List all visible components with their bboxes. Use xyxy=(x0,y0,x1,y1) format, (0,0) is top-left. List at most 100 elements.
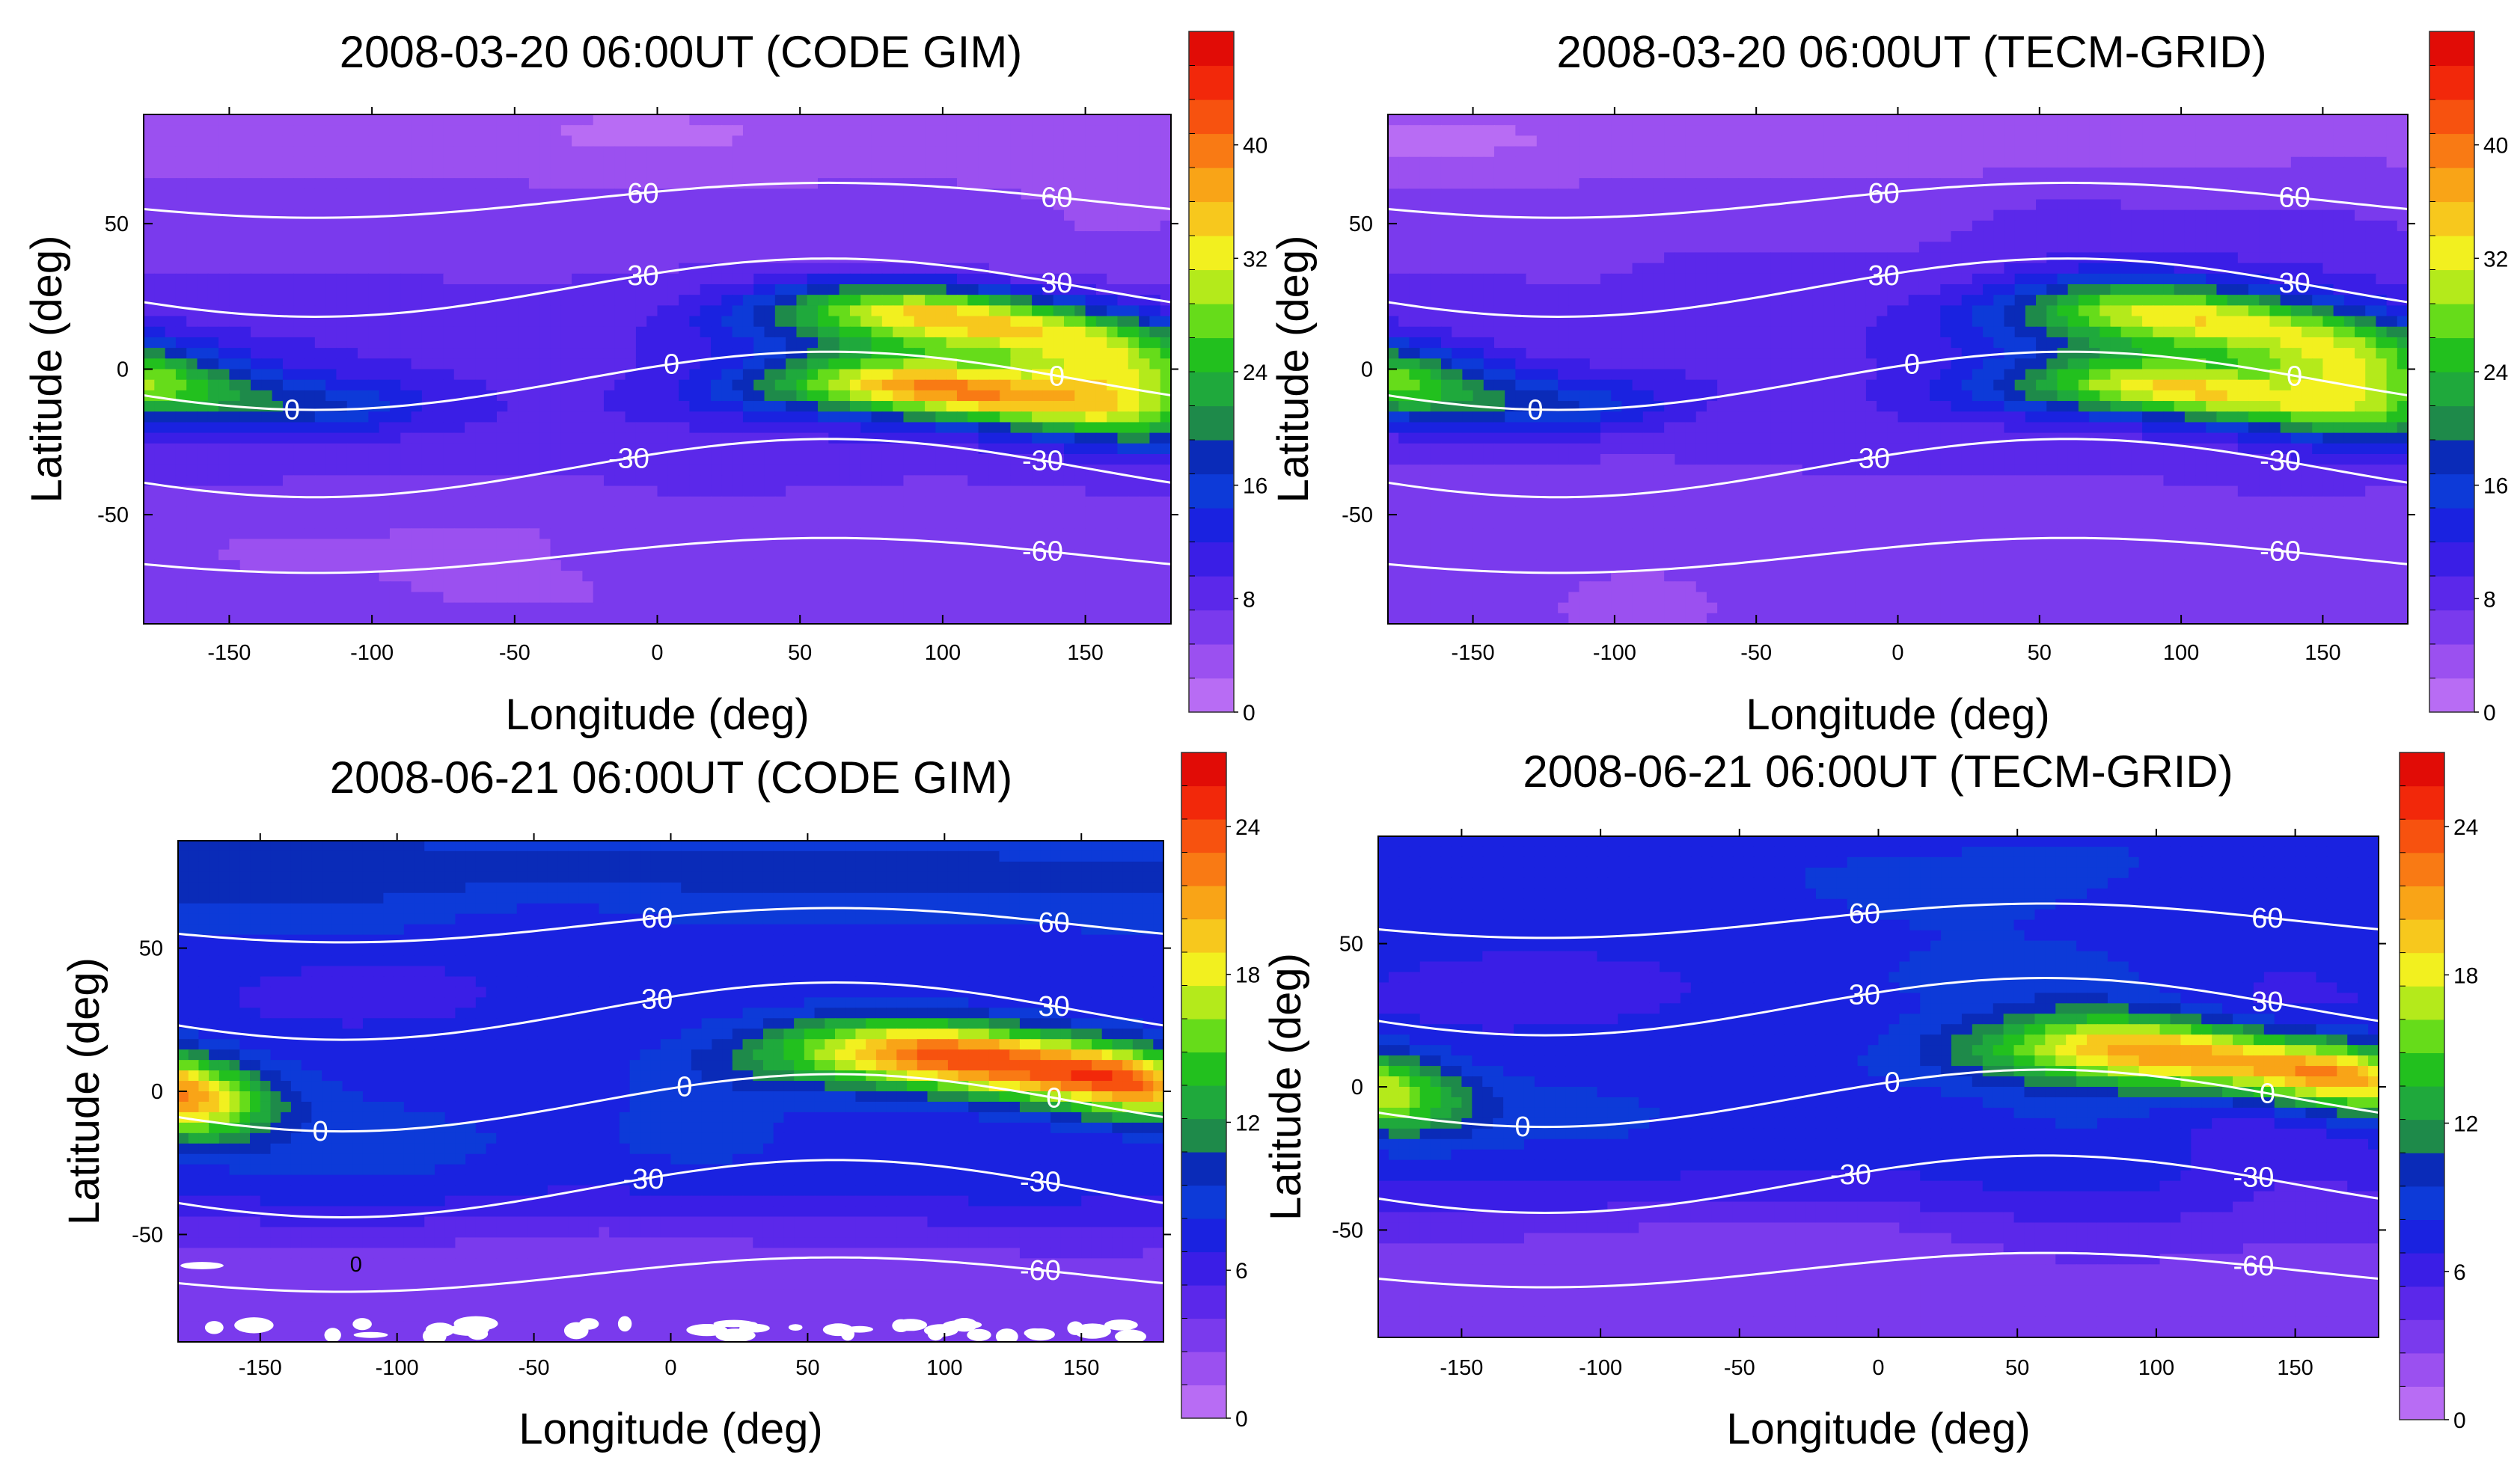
tec-cell xyxy=(486,496,498,508)
tec-cell xyxy=(925,379,937,391)
tec-cell xyxy=(828,549,840,561)
tec-cell xyxy=(925,114,937,126)
tec-cell xyxy=(925,443,937,455)
tec-cell xyxy=(935,220,947,232)
tec-cell xyxy=(239,506,251,518)
tec-cell xyxy=(914,252,926,264)
tec-cell xyxy=(742,485,755,497)
tec-cell xyxy=(807,528,819,540)
tec-cell xyxy=(807,135,819,147)
tec-cell xyxy=(849,528,862,540)
tec-cell xyxy=(314,528,326,540)
tec-cell xyxy=(261,602,273,614)
tec-cell xyxy=(700,571,712,583)
tec-cell xyxy=(1128,559,1140,571)
tec-cell xyxy=(818,220,830,232)
tec-cell xyxy=(625,379,637,391)
y-axis-ticks: 500-50 xyxy=(97,212,1178,527)
tec-cell xyxy=(1160,263,1171,275)
tec-cell xyxy=(742,209,755,221)
tec-cell xyxy=(689,295,701,307)
tec-cell xyxy=(700,220,712,232)
tec-cell xyxy=(411,199,423,211)
tec-cell xyxy=(358,209,370,221)
tec-cell xyxy=(496,496,509,508)
tec-cell xyxy=(1160,178,1171,190)
tec-cell xyxy=(186,178,198,190)
tec-cell xyxy=(1032,156,1044,168)
tec-cell xyxy=(411,379,423,391)
tec-cell xyxy=(828,581,840,593)
tec-cell xyxy=(946,602,958,614)
tec-cell xyxy=(1547,125,1559,137)
tec-cell xyxy=(1128,273,1140,285)
tec-cell xyxy=(2227,114,2239,126)
tec-cell xyxy=(742,592,755,604)
tec-cell xyxy=(218,167,230,179)
tec-cell xyxy=(1085,485,1097,497)
tec-cell xyxy=(144,518,156,530)
tec-cell xyxy=(507,231,519,243)
tec-cell xyxy=(1042,559,1054,571)
tec-cell xyxy=(421,358,433,370)
tec-cell xyxy=(635,379,647,391)
tec-cell xyxy=(786,316,798,328)
tec-cell xyxy=(614,422,626,434)
tec-cell xyxy=(411,496,423,508)
tec-cell xyxy=(389,581,402,593)
tec-cell xyxy=(1139,252,1151,264)
tec-cell xyxy=(518,443,530,455)
tec-cell xyxy=(314,263,326,275)
tec-cell xyxy=(368,602,380,614)
tec-cell xyxy=(496,178,509,190)
tec-cell xyxy=(432,613,444,624)
tec-cell xyxy=(2067,135,2079,147)
tec-cell xyxy=(282,506,295,518)
tec-cell xyxy=(807,326,819,338)
tec-cell xyxy=(732,337,744,349)
tec-cell xyxy=(849,273,862,285)
tec-cell xyxy=(1042,602,1054,614)
tec-cell xyxy=(721,549,733,561)
tec-cell xyxy=(1000,146,1012,158)
tec-cell xyxy=(1728,125,1740,137)
tec-cell xyxy=(2397,125,2408,137)
tec-cell xyxy=(1074,613,1086,624)
tec-cell xyxy=(154,242,166,254)
tec-cell xyxy=(1160,411,1171,423)
tec-cell xyxy=(1802,125,1814,137)
tec-cell xyxy=(1032,496,1044,508)
tec-cell xyxy=(818,369,830,381)
tec-cell xyxy=(679,188,691,200)
tec-cell xyxy=(893,390,905,402)
tec-cell xyxy=(2184,125,2196,137)
tec-cell xyxy=(400,369,412,381)
tec-cell xyxy=(1032,358,1044,370)
tec-cell xyxy=(1117,559,1129,571)
tec-cell xyxy=(379,571,391,583)
tec-cell xyxy=(764,496,776,508)
tec-cell xyxy=(818,125,830,137)
tec-cell xyxy=(282,316,295,328)
tec-cell xyxy=(946,539,958,551)
tec-cell xyxy=(1095,475,1107,487)
tec-cell xyxy=(753,188,765,200)
tec-cell xyxy=(207,390,219,402)
tec-cell xyxy=(1000,295,1012,307)
tec-cell xyxy=(711,348,723,360)
tec-cell xyxy=(839,422,851,434)
tec-cell xyxy=(496,220,509,232)
tec-cell xyxy=(796,613,808,624)
tec-cell xyxy=(1000,156,1012,168)
tec-cell xyxy=(893,602,905,614)
tec-cell xyxy=(325,188,337,200)
tec-cell xyxy=(700,602,712,614)
tec-cell xyxy=(603,135,616,147)
tec-cell xyxy=(1000,114,1012,126)
tec-cell xyxy=(186,539,198,551)
tec-cell xyxy=(689,146,701,158)
tec-cell xyxy=(379,326,391,338)
tec-cell xyxy=(1042,581,1054,593)
tec-cell xyxy=(893,496,905,508)
tec-cell xyxy=(2248,135,2260,147)
